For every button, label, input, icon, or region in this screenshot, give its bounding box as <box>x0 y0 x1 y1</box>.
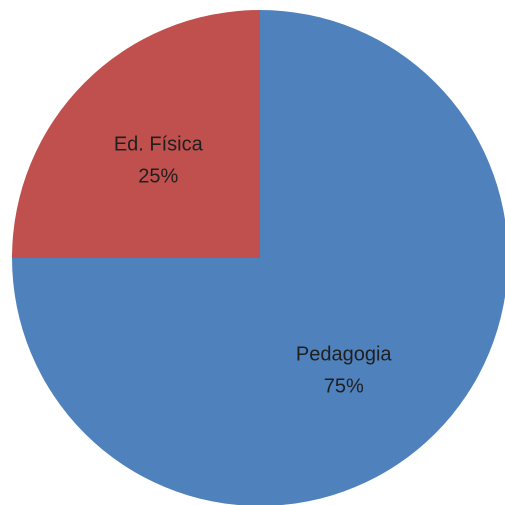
pie-data-label: Ed. Física 25% <box>114 133 204 187</box>
pie-slices <box>12 10 505 505</box>
pie-slice-ed-f-sica <box>12 10 260 258</box>
pie-slice-pedagogia <box>12 10 505 505</box>
slice-category-label: Ed. Física <box>114 133 204 155</box>
pie-data-label: Pedagogia 75% <box>296 344 393 398</box>
slice-percent-label: 75% <box>324 376 364 398</box>
pie-labels: Pedagogia 75% Ed. Física 25% <box>114 133 393 397</box>
slice-category-label: Pedagogia <box>296 344 393 366</box>
slice-percent-label: 25% <box>138 165 178 187</box>
